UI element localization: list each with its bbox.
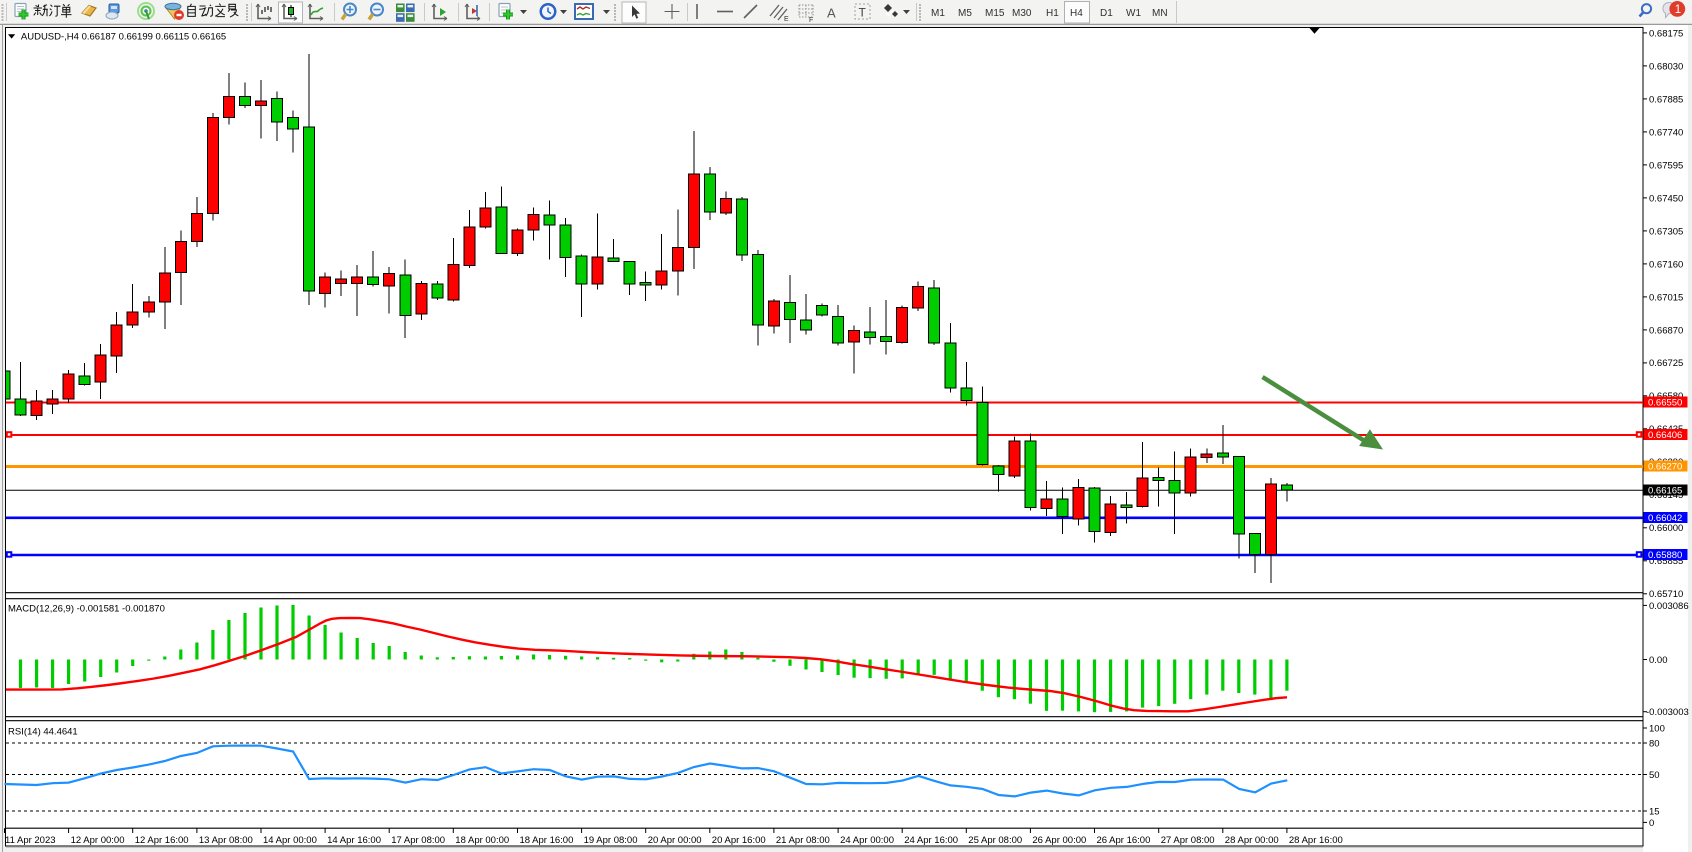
svg-text:13 Apr 08:00: 13 Apr 08:00 xyxy=(199,835,253,846)
svg-text:0.66145: 0.66145 xyxy=(1649,490,1683,501)
svg-text:0.67015: 0.67015 xyxy=(1649,292,1683,303)
svg-text:0.67450: 0.67450 xyxy=(1649,193,1683,204)
svg-text:0.65855: 0.65855 xyxy=(1649,556,1683,567)
svg-text:W1: W1 xyxy=(1126,8,1141,19)
svg-text:24 Apr 16:00: 24 Apr 16:00 xyxy=(904,835,958,846)
svg-text:50: 50 xyxy=(1649,770,1660,781)
svg-text:0.003086: 0.003086 xyxy=(1649,601,1689,612)
svg-text:0.68030: 0.68030 xyxy=(1649,61,1683,72)
svg-text:28 Apr 16:00: 28 Apr 16:00 xyxy=(1289,835,1343,846)
svg-text:D1: D1 xyxy=(1100,8,1113,19)
svg-text:0.67885: 0.67885 xyxy=(1649,94,1683,105)
svg-text:T: T xyxy=(859,6,867,20)
svg-text:A: A xyxy=(827,6,836,21)
svg-text:0.66270: 0.66270 xyxy=(1648,462,1682,473)
svg-text:M5: M5 xyxy=(958,8,972,19)
svg-text:0.67305: 0.67305 xyxy=(1649,226,1683,237)
svg-text:11 Apr 2023: 11 Apr 2023 xyxy=(5,835,56,846)
svg-text:18 Apr 16:00: 18 Apr 16:00 xyxy=(520,835,574,846)
svg-text:0.66550: 0.66550 xyxy=(1648,398,1682,409)
svg-text:0.66165: 0.66165 xyxy=(1648,486,1682,497)
svg-text:26 Apr 00:00: 26 Apr 00:00 xyxy=(1032,835,1086,846)
svg-text:17 Apr 08:00: 17 Apr 08:00 xyxy=(391,835,445,846)
svg-text:MN: MN xyxy=(1152,8,1168,19)
svg-text:1: 1 xyxy=(1675,4,1681,16)
svg-text:26 Apr 16:00: 26 Apr 16:00 xyxy=(1097,835,1151,846)
svg-text:27 Apr 08:00: 27 Apr 08:00 xyxy=(1161,835,1215,846)
svg-text:M30: M30 xyxy=(1012,8,1032,19)
svg-text:H1: H1 xyxy=(1046,8,1059,19)
svg-text:0.66042: 0.66042 xyxy=(1648,513,1682,524)
svg-text:25 Apr 08:00: 25 Apr 08:00 xyxy=(968,835,1022,846)
svg-text:0.66406: 0.66406 xyxy=(1648,430,1682,441)
svg-text:0.67595: 0.67595 xyxy=(1649,160,1683,171)
svg-text:12 Apr 00:00: 12 Apr 00:00 xyxy=(71,835,125,846)
svg-text:20 Apr 00:00: 20 Apr 00:00 xyxy=(648,835,702,846)
svg-text:0.66000: 0.66000 xyxy=(1649,523,1683,534)
svg-text:H4: H4 xyxy=(1070,8,1083,19)
svg-text:-0.003003: -0.003003 xyxy=(1646,707,1689,718)
svg-text:12 Apr 16:00: 12 Apr 16:00 xyxy=(135,835,189,846)
svg-text:28 Apr 00:00: 28 Apr 00:00 xyxy=(1225,835,1279,846)
svg-text:21 Apr 08:00: 21 Apr 08:00 xyxy=(776,835,830,846)
svg-text:0.00: 0.00 xyxy=(1649,655,1668,666)
svg-text:AUDUSD-,H4 0.66187 0.66199 0.: AUDUSD-,H4 0.66187 0.66199 0.66115 0.661… xyxy=(21,31,226,42)
svg-text:0.65880: 0.65880 xyxy=(1648,550,1682,561)
svg-text:15: 15 xyxy=(1649,806,1660,817)
svg-text:E: E xyxy=(784,16,789,23)
svg-text:0.67740: 0.67740 xyxy=(1649,127,1683,138)
svg-text:14 Apr 00:00: 14 Apr 00:00 xyxy=(263,835,317,846)
svg-text:0.67160: 0.67160 xyxy=(1649,259,1683,270)
svg-text:80: 80 xyxy=(1649,738,1660,749)
svg-text:19 Apr 08:00: 19 Apr 08:00 xyxy=(584,835,638,846)
svg-text:RSI(14) 44.4641: RSI(14) 44.4641 xyxy=(8,727,78,738)
svg-text:0: 0 xyxy=(1649,818,1654,829)
svg-text:F: F xyxy=(809,17,813,24)
svg-text:100: 100 xyxy=(1649,723,1665,734)
svg-text:MACD(12,26,9) -0.001581 -0.001: MACD(12,26,9) -0.001581 -0.001870 xyxy=(8,604,165,615)
svg-text:14 Apr 16:00: 14 Apr 16:00 xyxy=(327,835,381,846)
svg-text:18 Apr 00:00: 18 Apr 00:00 xyxy=(455,835,509,846)
svg-text:0.66870: 0.66870 xyxy=(1649,325,1683,336)
svg-text:0.66725: 0.66725 xyxy=(1649,358,1683,369)
svg-text:0.65710: 0.65710 xyxy=(1649,589,1683,600)
svg-text:20 Apr 16:00: 20 Apr 16:00 xyxy=(712,835,766,846)
svg-text:M1: M1 xyxy=(931,8,945,19)
svg-text:M15: M15 xyxy=(985,8,1005,19)
svg-text:24 Apr 00:00: 24 Apr 00:00 xyxy=(840,835,894,846)
svg-text:0.68175: 0.68175 xyxy=(1649,28,1683,39)
